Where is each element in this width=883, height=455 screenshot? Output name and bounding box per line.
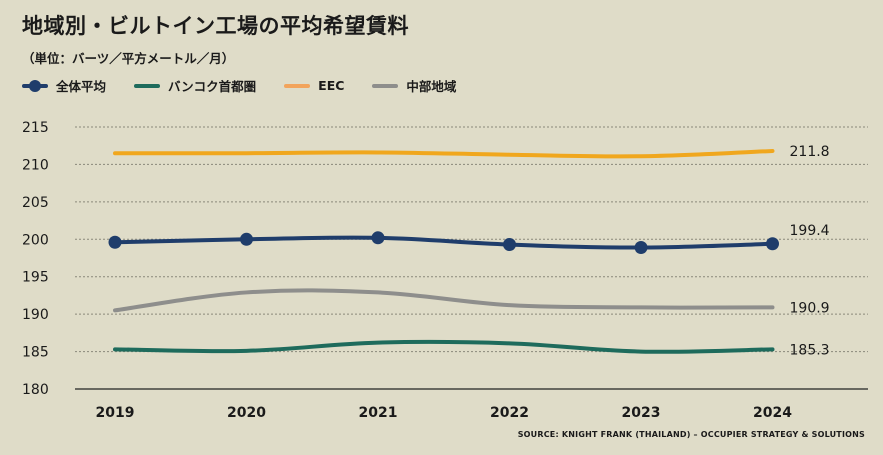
y-tick-label-215: 215 [22,120,49,136]
y-tick-label-210: 210 [22,157,49,173]
legend-item-overall: 全体平均 [22,76,106,95]
y-tick-label-190: 190 [22,307,49,323]
chart-title: 地域別・ビルトイン工場の平均希望賃料 [22,14,409,38]
legend-marker-overall [29,79,41,92]
data-point-overall-2023 [634,241,648,255]
legend-swatch-central [372,83,399,88]
legend-label-eec: EEC [318,78,345,93]
x-tick-label-2023: 2023 [622,405,661,421]
legend-item-bangkok: バンコク首都圏 [134,76,256,95]
x-tick-label-2019: 2019 [96,405,135,421]
series-line-central [113,288,775,313]
legend-item-eec: EEC [284,78,344,93]
x-tick-label-2022: 2022 [490,405,529,421]
legend-label-overall: 全体平均 [56,79,107,94]
chart-subtitle: （単位：バーツ／平方メートル／月） [22,51,235,66]
end-label-central: 190.9 [790,300,830,316]
legend-swatch-overall [22,79,48,92]
y-tick-label-180: 180 [22,382,49,398]
series-line-eec [113,148,775,159]
series-line-overall [113,235,775,250]
end-label-bangkok: 185.3 [790,342,830,358]
data-point-overall-2022 [503,238,516,252]
data-point-overall-2024 [766,237,779,251]
legend-label-bangkok: バンコク首都圏 [168,79,257,94]
legend-swatch-bangkok [134,83,161,88]
series-line-bangkok [113,339,775,354]
data-point-overall-2020 [240,232,253,246]
y-tick-label-185: 185 [22,345,49,361]
x-tick-label-2024: 2024 [753,405,792,421]
end-label-overall: 199.4 [790,223,830,239]
data-point-overall-2019 [108,235,122,249]
end-label-eec: 211.8 [790,144,830,160]
data-point-overall-2021 [371,231,385,245]
y-tick-label-205: 205 [22,195,49,211]
source-note: SOURCE: KNIGHT FRANK (THAILAND) – OCCUPI… [517,430,865,439]
x-tick-label-2021: 2021 [359,405,398,421]
y-tick-label-195: 195 [22,270,49,286]
legend-label-central: 中部地域 [406,79,457,94]
y-tick-label-200: 200 [22,232,49,248]
x-tick-label-2020: 2020 [227,405,266,421]
legend: 全体平均 バンコク首都圏 EEC 中部地域 [22,76,484,95]
legend-item-central: 中部地域 [372,76,456,95]
legend-swatch-eec [284,83,311,88]
